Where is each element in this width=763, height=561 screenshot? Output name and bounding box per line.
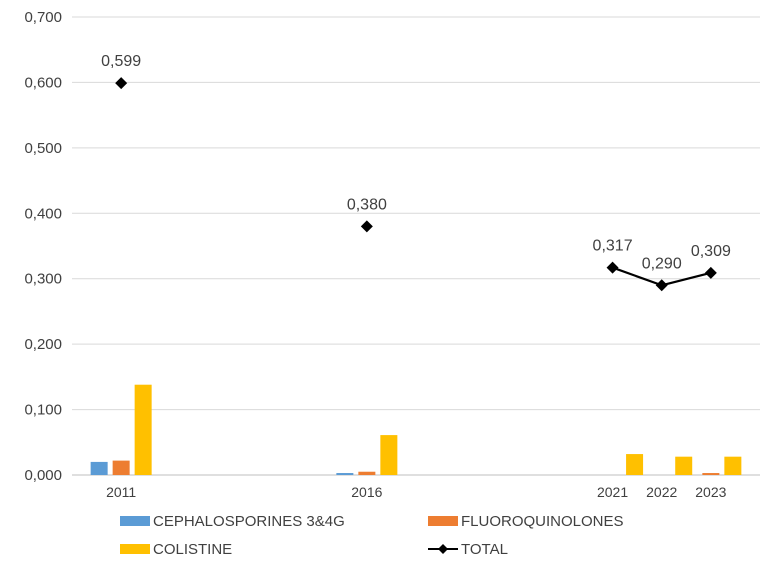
total-marker (360, 220, 373, 233)
bar (336, 473, 354, 475)
data-label: 0,599 (101, 53, 141, 70)
bar (90, 461, 108, 475)
bar (380, 435, 398, 475)
total-marker (655, 279, 668, 292)
total-line-segment (612, 266, 663, 287)
legend-swatch (428, 516, 458, 526)
bars (90, 384, 742, 475)
bar (724, 456, 742, 475)
y-tick-label: 0,500 (24, 140, 62, 157)
y-tick-label: 0,600 (24, 74, 62, 91)
total-marker (606, 261, 619, 274)
data-label: 0,309 (691, 243, 731, 260)
bar (675, 456, 693, 475)
total-line: 0,599 0,380 0,317 0,290 0,309 (101, 53, 731, 292)
bar (112, 460, 130, 475)
y-tick-label: 0,700 (24, 9, 62, 26)
legend-label: FLUOROQUINOLONES (461, 513, 624, 530)
x-tick-label: 2023 (695, 484, 726, 500)
legend-label: COLISTINE (153, 541, 232, 558)
total-line-segment (661, 271, 712, 287)
total-marker (115, 77, 128, 90)
legend-label: TOTAL (461, 541, 508, 558)
total-marker (704, 266, 717, 279)
legend-swatch (120, 544, 150, 554)
legend: CEPHALOSPORINES 3&4G FLUOROQUINOLONES COLI… (120, 513, 624, 558)
y-axis-ticks: 0,000 0,100 0,200 0,300 0,400 0,500 0,600 0,700 (24, 9, 62, 484)
x-tick-label: 2021 (597, 484, 628, 500)
y-tick-label: 0,200 (24, 336, 62, 353)
y-tick-label: 0,300 (24, 271, 62, 288)
legend-label: CEPHALOSPORINES 3&4G (153, 513, 345, 530)
legend-marker (438, 544, 448, 554)
x-tick-label: 2016 (351, 484, 382, 500)
data-label: 0,317 (593, 238, 633, 255)
y-tick-label: 0,400 (24, 205, 62, 222)
x-axis-ticks: 2011 2016 2021 2022 2023 (106, 484, 727, 500)
bar (626, 454, 644, 475)
legend-swatch (120, 516, 150, 526)
grid (72, 16, 760, 476)
bar (358, 471, 376, 475)
x-tick-label: 2022 (646, 484, 677, 500)
bar (134, 384, 152, 475)
bar (702, 473, 720, 475)
x-tick-label: 2011 (106, 484, 136, 500)
data-label: 0,290 (642, 255, 682, 272)
data-label: 0,380 (347, 196, 387, 213)
y-tick-label: 0,100 (24, 402, 62, 419)
y-tick-label: 0,000 (24, 467, 62, 484)
